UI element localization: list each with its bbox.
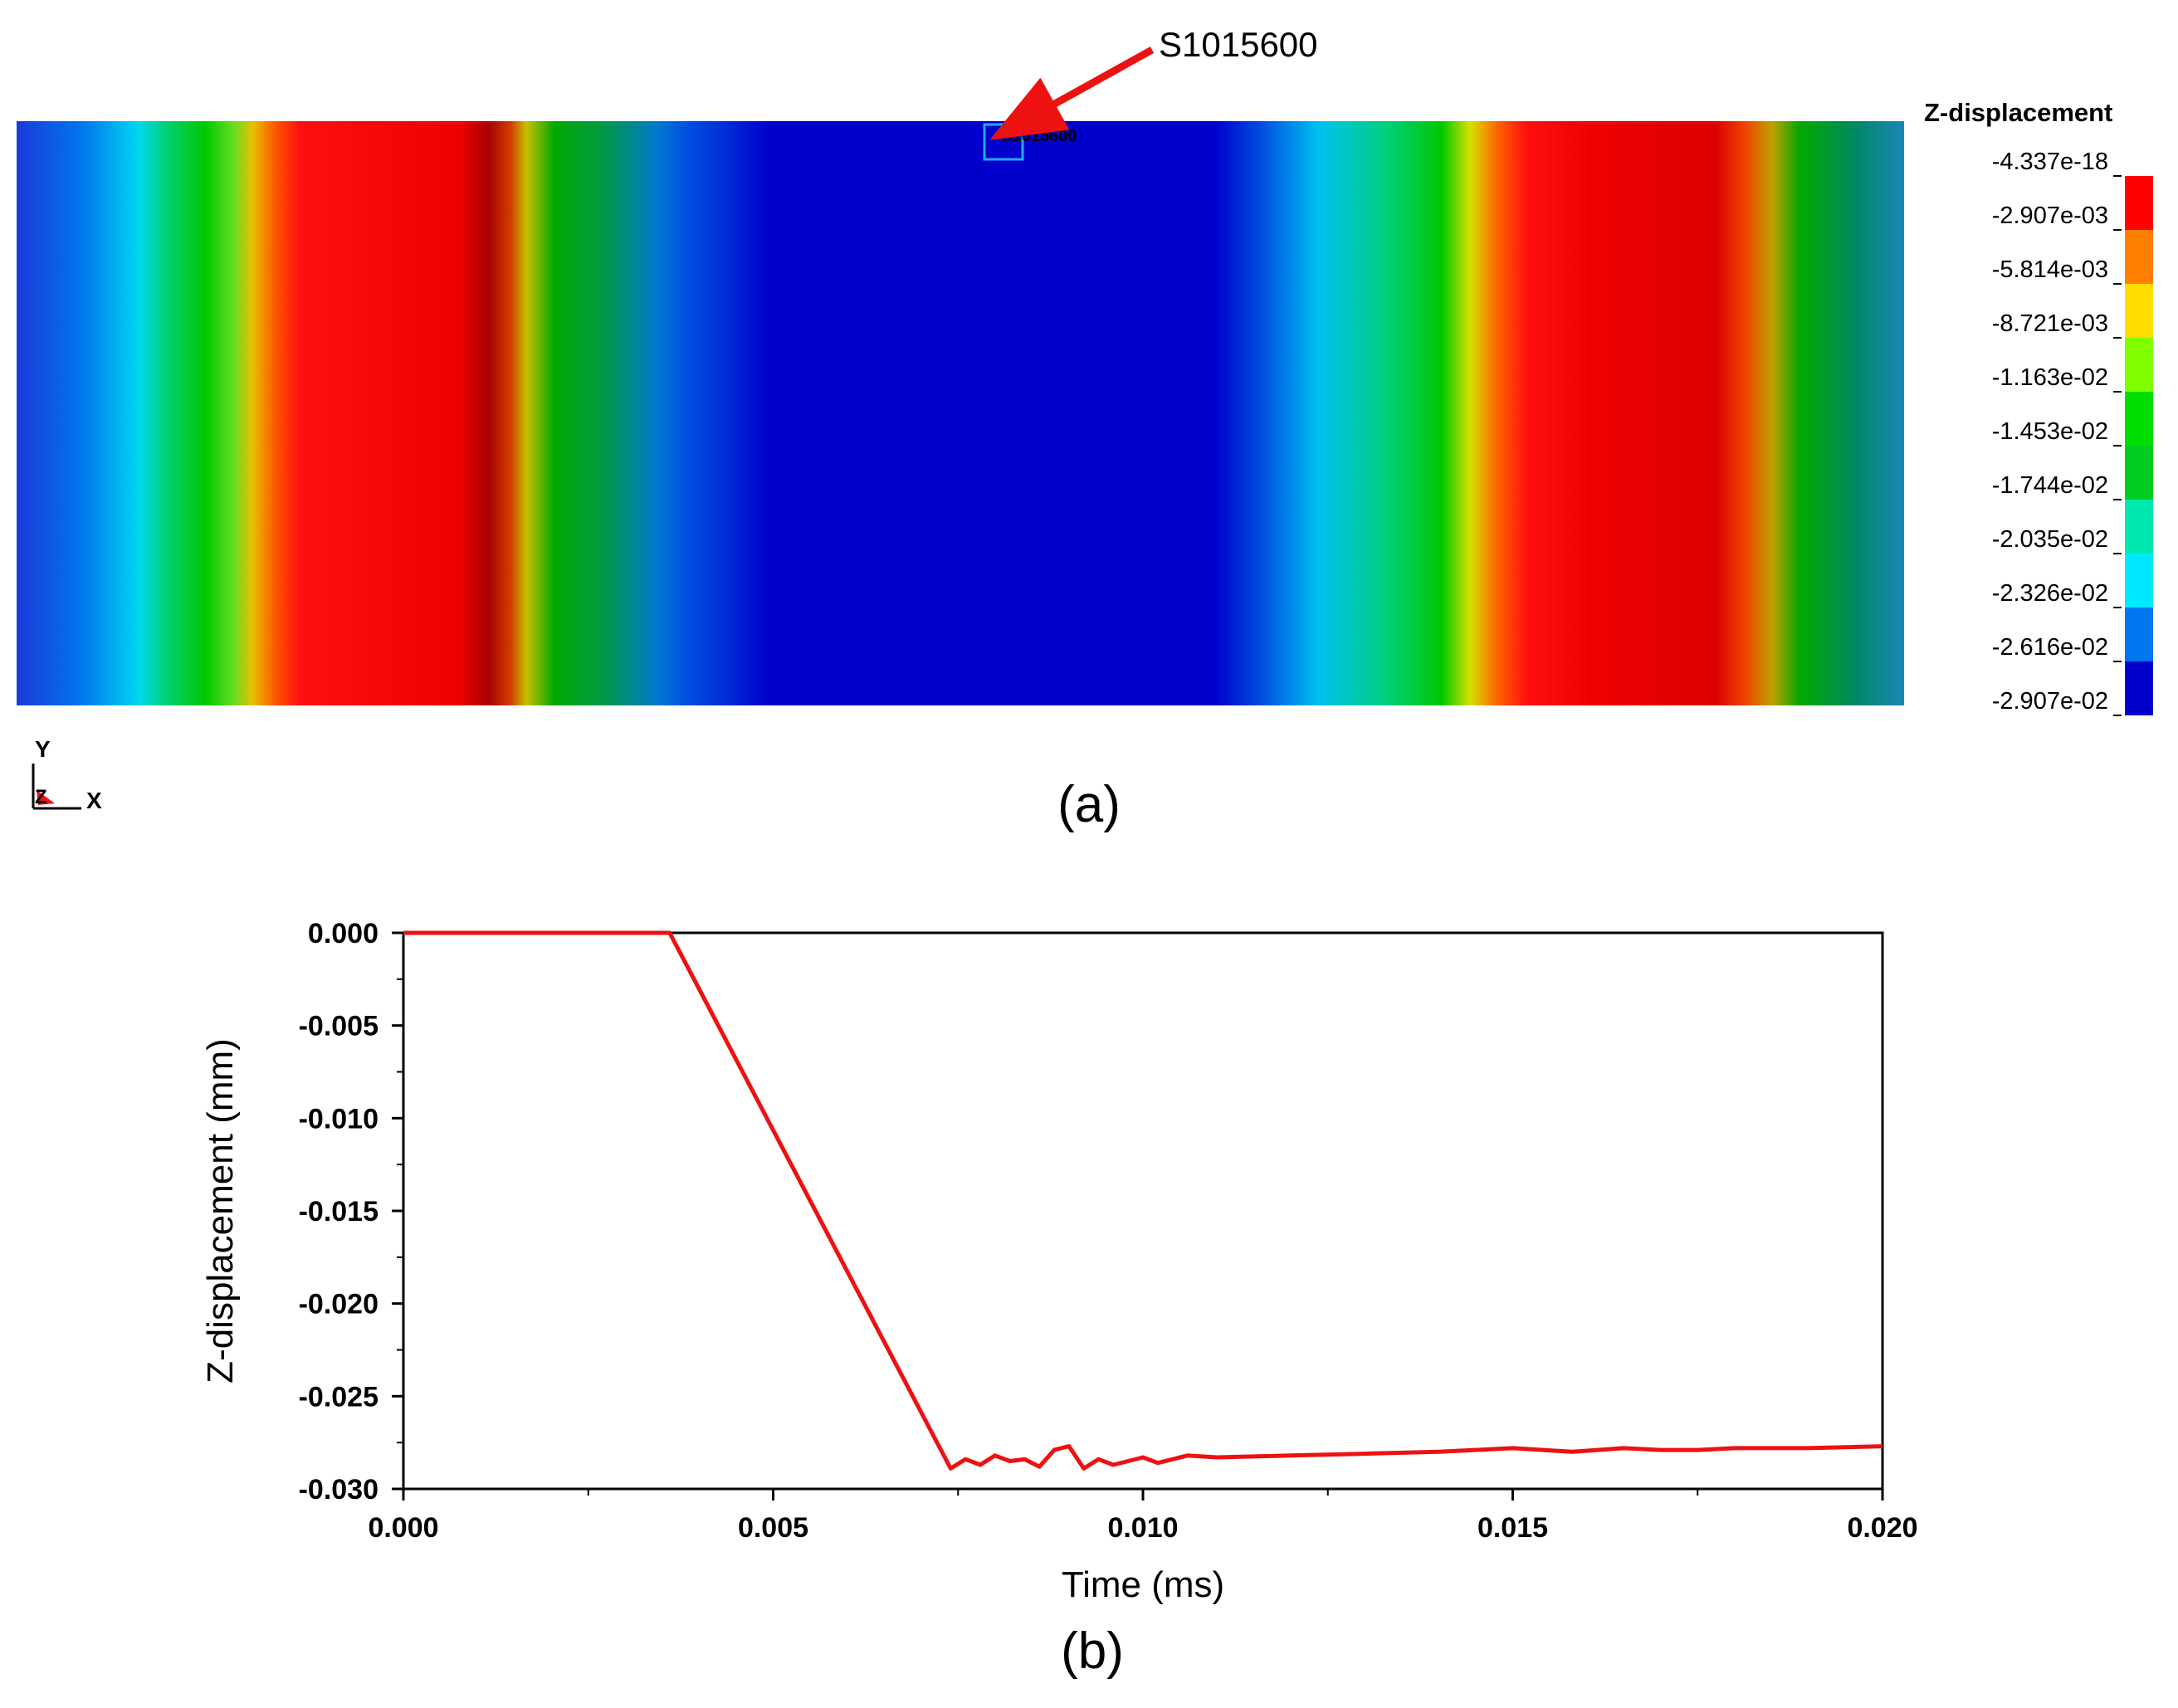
x-tick-label: 0.005	[738, 1512, 808, 1544]
legend-swatch	[2125, 338, 2153, 392]
legend-level-label: -2.326e-02	[1992, 580, 2108, 607]
legend-level-label: -1.744e-02	[1992, 472, 2108, 499]
x-tick-label: 0.020	[1847, 1512, 1917, 1544]
legend-level-label: -1.453e-02	[1992, 418, 2108, 445]
legend-swatch	[2125, 230, 2153, 284]
legend-swatch	[2125, 661, 2153, 715]
y-tick-label: -0.010	[299, 1103, 378, 1135]
y-tick-label: 0.000	[308, 918, 378, 949]
panel-b-label: (b)	[1061, 1623, 1124, 1680]
panel-a-label: (a)	[1057, 776, 1121, 833]
legend-swatch	[2125, 446, 2153, 500]
triad-y: Y	[35, 736, 51, 762]
y-tick-label: -0.030	[299, 1474, 378, 1505]
x-tick-label: 0.015	[1477, 1512, 1548, 1544]
probe-arrow	[989, 46, 1155, 140]
x-axis-label: Time (ms)	[1062, 1564, 1224, 1605]
triad-x: X	[86, 788, 102, 813]
panel-a: S1015600 S1015600 Z-displacement -4.337e…	[17, 25, 2153, 833]
legend-level-label: -1.163e-02	[1992, 364, 2108, 391]
legend-level-label: -2.616e-02	[1992, 634, 2108, 661]
triad-z: Z	[35, 786, 47, 808]
displacement-contour-field	[17, 121, 1904, 705]
x-tick-label: 0.000	[368, 1512, 438, 1544]
legend-level-label: -4.337e-18	[1992, 149, 2108, 175]
legend-title: Z-displacement	[1924, 98, 2112, 127]
axis-triad: Y Z X	[32, 736, 102, 813]
probe-label: S1015600	[1159, 25, 1318, 64]
x-tick-label: 0.010	[1107, 1512, 1178, 1544]
legend-swatch	[2125, 500, 2153, 554]
legend-swatch	[2125, 284, 2153, 338]
legend-level-label: -2.907e-02	[1992, 688, 2108, 715]
legend-swatch	[2125, 176, 2153, 230]
y-axis-label: Z-displacement (mm)	[200, 1038, 241, 1383]
legend-level-label: -2.035e-02	[1992, 526, 2108, 553]
y-tick-label: -0.005	[299, 1011, 378, 1042]
y-tick-label: -0.015	[299, 1196, 378, 1227]
plot-frame	[402, 931, 1884, 1491]
y-tick-label: -0.020	[299, 1289, 378, 1320]
legend-level-label: -2.907e-03	[1992, 203, 2108, 229]
y-tick-label: -0.025	[299, 1381, 378, 1413]
legend-swatch	[2125, 608, 2153, 661]
panel-b-chart: 0.000 0.005 0.010 0.015 0.020 0.000 -0.005 -0.…	[200, 918, 1918, 1680]
legend-swatch	[2125, 554, 2153, 608]
series-line-s1015600	[403, 930, 1883, 1471]
legend-level-label: -8.721e-03	[1992, 310, 2108, 337]
legend-swatch	[2125, 392, 2153, 446]
contour-legend: Z-displacement -4.337e-18 -2.907e-03 -5.81…	[1924, 98, 2153, 716]
legend-level-label: -5.814e-03	[1992, 256, 2108, 283]
